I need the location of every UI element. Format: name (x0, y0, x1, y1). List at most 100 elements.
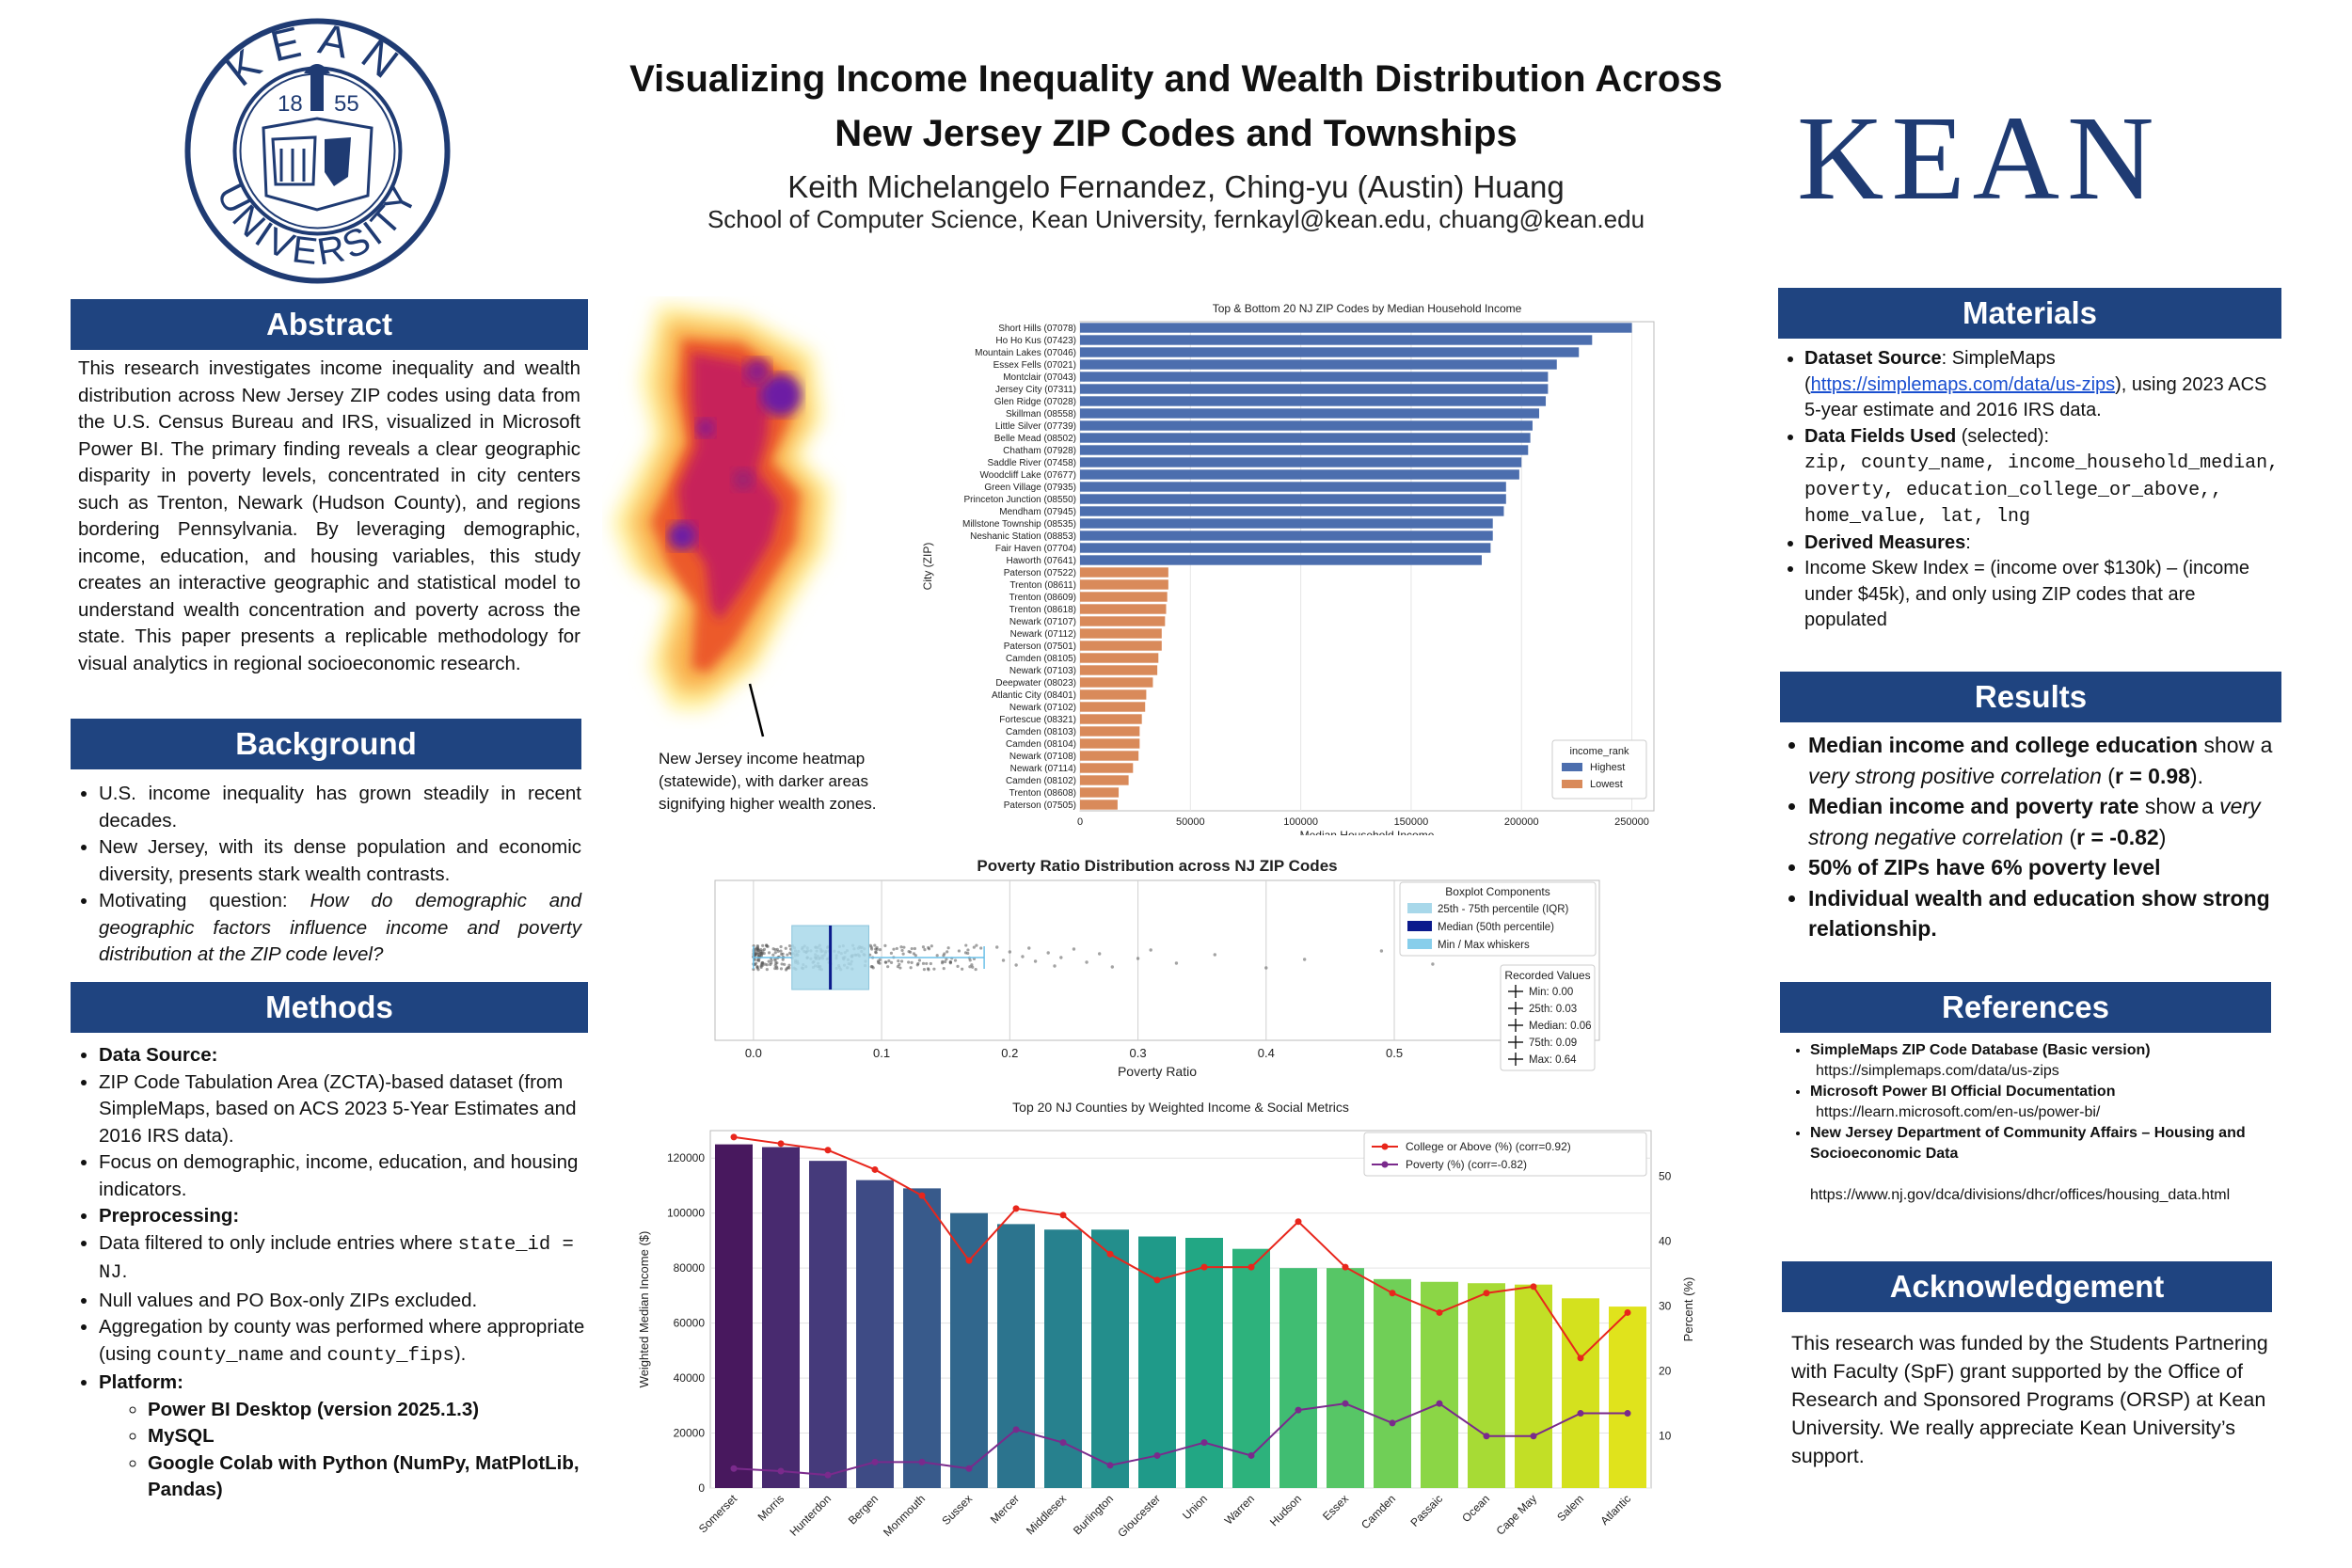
x-tick-label: 0 (1077, 816, 1083, 828)
legend-label: Lowest (1590, 779, 1623, 790)
income-bar (1080, 677, 1153, 688)
data-point (895, 946, 898, 951)
poverty-point (777, 1467, 785, 1475)
college-point (1577, 1354, 1584, 1362)
college-point (824, 1147, 832, 1154)
y-tick-label: Camden (08105) (1006, 654, 1076, 664)
data-point (765, 943, 769, 947)
county-income-bar (1468, 1283, 1505, 1488)
outlier-point (1379, 949, 1384, 953)
outlier-point (1136, 957, 1140, 960)
background-heading: Background (71, 719, 581, 769)
y-tick-label: Paterson (07522) (1004, 568, 1076, 578)
poster-title: Visualizing Income Inequality and Wealth… (564, 52, 1788, 161)
poverty-point (1295, 1406, 1302, 1414)
y-tick-label: Trenton (08608) (1009, 788, 1076, 799)
data-point (878, 958, 882, 962)
y-tick-label: Neshanic Station (08853) (970, 531, 1076, 542)
recorded-value-label: Min: 0.00 (1529, 987, 1573, 998)
x-tick-label: 0.0 (745, 1046, 762, 1060)
acknowledgement-section: Acknowledgement This research was funded… (1782, 1261, 2272, 1470)
reference-title: SimpleMaps ZIP Code Database (Basic vers… (1810, 1042, 2151, 1058)
reference-url[interactable]: https://learn.microsoft.com/en-us/power-… (1816, 1104, 2101, 1120)
legend-label: Highest (1590, 762, 1625, 773)
x-tick-label: 0.3 (1130, 1046, 1147, 1060)
x-tick-label: Camden (1359, 1492, 1398, 1531)
methods-item: Focus on demographic, income, education,… (99, 1149, 588, 1203)
poverty-point (1012, 1426, 1020, 1433)
poverty-point (1106, 1462, 1114, 1469)
income-bar (1080, 482, 1506, 492)
y-tick-label: 60000 (674, 1317, 706, 1330)
outlier-point (1110, 965, 1115, 969)
x-tick-label: Warren (1222, 1492, 1257, 1527)
methods-item: Preprocessing: (99, 1203, 588, 1230)
methods-code: state_id = NJ (99, 1233, 574, 1285)
college-point (1153, 1276, 1161, 1284)
college-point (1389, 1290, 1396, 1297)
data-point (756, 968, 760, 972)
income-bar (1080, 433, 1531, 443)
data-point (755, 965, 759, 969)
reference-url[interactable]: https://www.nj.gov/dca/divisions/dhcr/of… (1810, 1187, 2231, 1203)
income-bar (1080, 665, 1158, 675)
y-tick-label: 20000 (674, 1427, 706, 1440)
poverty-point (824, 1471, 832, 1479)
y-tick-label: Deepwater (08023) (995, 678, 1076, 689)
outlier-point (1053, 964, 1057, 968)
results-text: ( (2101, 763, 2115, 788)
simplemaps-link[interactable]: https://simplemaps.com/data/us-zips (1810, 373, 2116, 395)
data-point (930, 944, 933, 948)
x-tick-label: 150000 (1394, 816, 1429, 828)
x-tick-label: 250000 (1614, 816, 1649, 828)
methods-code: county_name (156, 1344, 284, 1367)
outlier-point (1213, 953, 1217, 957)
data-point (892, 947, 896, 951)
y-tick-label: Saddle River (07458) (988, 458, 1077, 468)
x-tick-label: 200000 (1504, 816, 1539, 828)
data-point (956, 964, 960, 968)
x-tick-label: Monmouth (881, 1492, 928, 1539)
abstract-heading: Abstract (71, 299, 588, 350)
income-bar (1080, 543, 1491, 553)
y-tick-label: Haworth (07641) (1007, 556, 1076, 566)
methods-code: county_fips (326, 1344, 454, 1367)
methods-text: and (289, 1342, 322, 1365)
county-income-bar (1279, 1268, 1317, 1488)
x-tick-label: Hunterdon (787, 1492, 834, 1539)
income-bar (1080, 347, 1580, 357)
legend-swatch (1562, 780, 1582, 788)
results-item: Median income and poverty rate show a ve… (1808, 791, 2281, 852)
data-point (761, 963, 765, 967)
income-bar (1080, 384, 1549, 394)
reference-url[interactable]: https://simplemaps.com/data/us-zips (1816, 1063, 2059, 1079)
county-income-bar (1374, 1278, 1411, 1488)
data-point (899, 945, 903, 949)
college-point (1624, 1308, 1631, 1316)
legend-title: Boxplot Components (1445, 885, 1549, 898)
income-bar (1080, 396, 1547, 406)
data-point (972, 945, 976, 949)
x-tick-label: 0.1 (873, 1046, 890, 1060)
y-tick-label: Chatham (07928) (1003, 446, 1076, 456)
college-point (1106, 1250, 1114, 1258)
data-point (780, 962, 784, 966)
background-section: Background U.S. income inequality has gr… (71, 719, 581, 969)
data-point (779, 944, 783, 949)
county-income-bar (1562, 1298, 1599, 1488)
data-point (964, 943, 968, 947)
data-point (765, 963, 769, 967)
data-point (923, 948, 927, 952)
data-point (915, 963, 919, 967)
results-bold: 50% of ZIPs have 6% poverty level (1808, 855, 2161, 879)
county-income-bar (997, 1224, 1035, 1488)
poverty-point (871, 1458, 879, 1465)
poverty-point (1153, 1451, 1161, 1459)
data-point (909, 966, 913, 970)
income-bar (1080, 787, 1120, 798)
x-axis-label: Poverty Ratio (1118, 1064, 1197, 1079)
income-bar (1080, 469, 1519, 480)
income-bar (1080, 420, 1533, 431)
income-bar (1080, 714, 1142, 724)
x-tick-label: 0.4 (1258, 1046, 1275, 1060)
